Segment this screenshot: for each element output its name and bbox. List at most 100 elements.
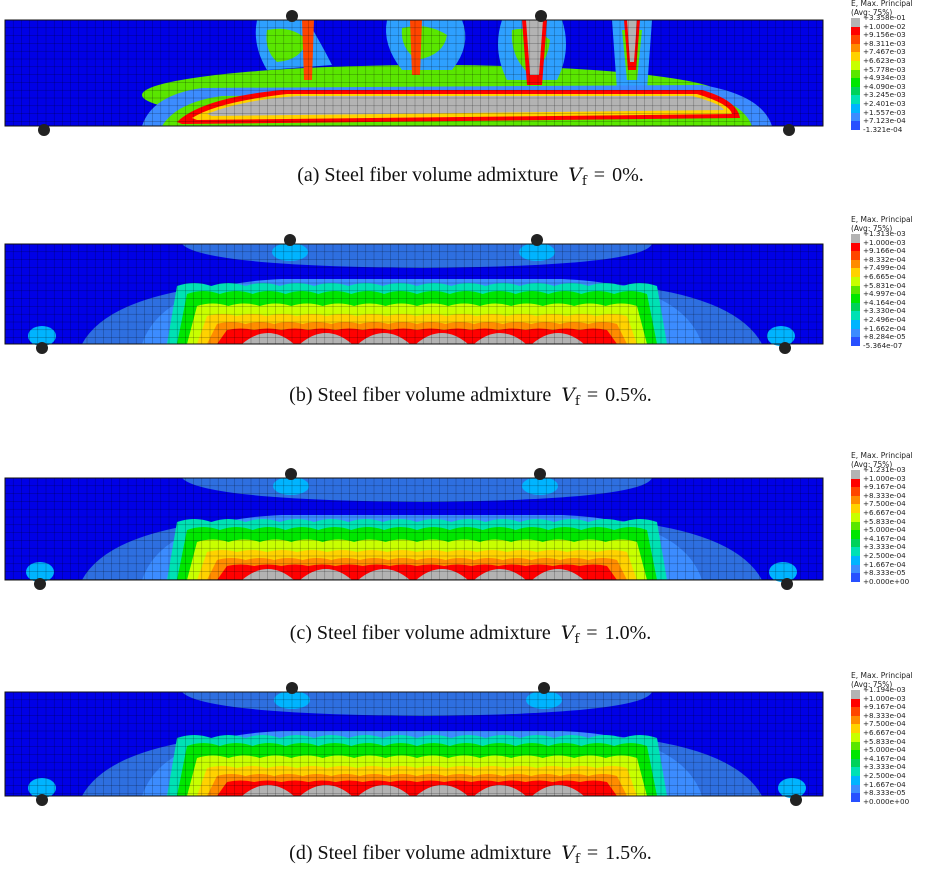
legend-entry: +7.499e-04	[851, 264, 939, 277]
vf-equals: =	[586, 842, 599, 864]
legend-entry: +1.000e-03	[851, 694, 939, 708]
legend-swatch	[851, 573, 860, 582]
legend-entry: +8.333e-05	[851, 789, 939, 802]
legend-value: +8.333e-04	[863, 710, 906, 720]
legend-value: +8.333e-05	[863, 788, 906, 798]
legend-value: +3.330e-04	[863, 306, 906, 316]
legend-entry: -1.321e-04	[851, 125, 939, 139]
legend-entry: +9.167e-04	[851, 703, 939, 716]
legend-value: +8.284e-05	[863, 332, 906, 342]
legend-swatch	[851, 793, 860, 802]
legend-swatch	[851, 530, 860, 539]
support-spot	[769, 562, 797, 582]
vf-symbol: Vf	[561, 842, 580, 867]
legend-value: +5.831e-04	[863, 280, 906, 290]
legend-entry: +3.333e-04	[851, 763, 939, 776]
legend-value: +3.333e-04	[863, 762, 906, 772]
legend-value: +1.231e-03	[863, 465, 906, 474]
beam-contour-c	[2, 458, 824, 598]
legend-entry: +4.164e-04	[851, 298, 939, 312]
load-spot	[519, 243, 555, 261]
crack-zone	[300, 333, 352, 344]
beam-contour-d	[2, 672, 824, 812]
legend-entry: +6.623e-03	[851, 56, 939, 70]
legend-swatch	[851, 251, 860, 260]
legend-entry: +5.831e-04	[851, 281, 939, 295]
load-point-left	[284, 234, 296, 246]
legend-swatch	[851, 86, 860, 96]
support-right	[790, 794, 802, 806]
legend-value: +5.833e-04	[863, 516, 906, 526]
legend-rows: +1.231e-03 +1.000e-03 +9.167e-04 +8.333e-04…	[851, 466, 939, 591]
legend-entry: +9.167e-04	[851, 483, 939, 496]
caption-c: (c) Steel fiber volume admixture Vf = 1.0%.	[0, 622, 941, 647]
legend-value: +4.934e-03	[863, 73, 906, 83]
legend-swatch	[851, 512, 860, 522]
beam-contour-b	[2, 220, 824, 360]
beam-outline	[4, 691, 824, 797]
legend-value: +6.623e-03	[863, 55, 906, 65]
legend-entry: -5.364e-07	[851, 341, 939, 355]
legend-a: E, Max. Principal (Avg: 75%) +3.358e-01 +…	[851, 0, 939, 138]
legend-entry: +1.194e-03	[851, 686, 939, 699]
legend-value: +8.311e-03	[863, 38, 906, 48]
support-left	[36, 342, 48, 354]
caption-b: (b) Steel fiber volume admixture Vf = 0.5%.	[0, 384, 941, 409]
legend-value: +1.662e-04	[863, 323, 906, 333]
legend-value: +1.557e-03	[863, 107, 906, 117]
legend-swatch	[851, 750, 860, 759]
legend-entry: +4.167e-04	[851, 534, 939, 548]
legend-value: +5.778e-03	[863, 64, 906, 74]
legend-entry: +1.000e-03	[851, 474, 939, 488]
legend-entry: +2.496e-04	[851, 315, 939, 329]
load-spot	[273, 477, 309, 495]
legend-swatch	[851, 741, 860, 751]
legend-value: +8.333e-05	[863, 568, 906, 578]
legend-value: +4.167e-04	[863, 533, 906, 543]
legend-value: +7.467e-03	[863, 47, 906, 57]
legend-swatch	[851, 259, 860, 269]
load-spot	[526, 691, 562, 709]
legend-entry: +9.166e-04	[851, 247, 939, 260]
legend-swatch	[851, 35, 860, 44]
legend-swatch	[851, 285, 860, 295]
crack-zone	[242, 333, 294, 344]
beam-outline	[4, 19, 824, 127]
legend-swatch	[851, 478, 860, 488]
legend-swatch	[851, 555, 860, 565]
legend-value: +9.167e-04	[863, 482, 906, 492]
support-left	[34, 578, 46, 590]
legend-rows: +1.194e-03 +1.000e-03 +9.167e-04 +8.333e-04…	[851, 686, 939, 810]
legend-entry: +3.330e-04	[851, 307, 939, 320]
legend-value: +2.500e-04	[863, 770, 906, 780]
support-spot	[778, 778, 806, 798]
vf-symbol: Vf	[568, 164, 587, 189]
support-spot	[26, 562, 54, 582]
vf-symbol: Vf	[561, 384, 580, 409]
beam-plot	[4, 468, 824, 590]
legend-swatch	[851, 698, 860, 708]
legend-entry: +6.667e-04	[851, 728, 939, 742]
legend-swatch	[851, 564, 860, 574]
legend-b: E, Max. Principal (Avg: 75%) +1.313e-03 +…	[851, 215, 939, 355]
legend-entry: +0.000e+00	[851, 577, 939, 591]
crack-zone	[532, 333, 584, 344]
legend-swatch	[851, 234, 860, 243]
legend-entry: +4.090e-03	[851, 82, 939, 96]
load-point-left	[286, 682, 298, 694]
legend-entry: +2.500e-04	[851, 551, 939, 565]
legend-entry: +1.313e-03	[851, 230, 939, 243]
legend-entry: +7.123e-04	[851, 117, 939, 130]
legend-entry: +1.667e-04	[851, 780, 939, 794]
legend-title: E, Max. Principal	[851, 215, 913, 224]
legend-entry: +5.833e-04	[851, 517, 939, 531]
caption-d: (d) Steel fiber volume admixture Vf = 1.5%.	[0, 842, 941, 867]
load-spot	[522, 477, 558, 495]
legend-entry: +8.284e-05	[851, 333, 939, 346]
legend-value: +6.667e-04	[863, 507, 906, 517]
legend-entry: +8.311e-03	[851, 39, 939, 53]
legend-swatch	[851, 775, 860, 785]
legend-value: +9.156e-03	[863, 30, 906, 40]
legend-swatch	[851, 328, 860, 338]
legend-swatch	[851, 276, 860, 286]
